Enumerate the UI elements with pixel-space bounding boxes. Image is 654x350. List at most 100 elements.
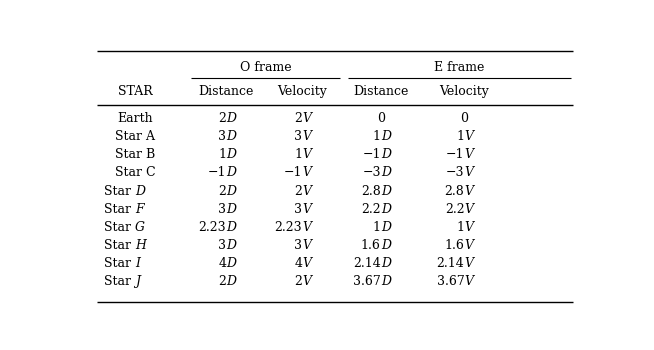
Text: 3.67: 3.67: [353, 275, 381, 288]
Text: 2.2: 2.2: [361, 203, 381, 216]
Text: V: V: [464, 130, 473, 143]
Text: D: D: [381, 275, 391, 288]
Text: V: V: [302, 112, 311, 125]
Text: V: V: [464, 275, 473, 288]
Text: E frame: E frame: [434, 61, 485, 74]
Text: V: V: [302, 275, 311, 288]
Text: 2: 2: [294, 275, 302, 288]
Text: 2: 2: [294, 112, 302, 125]
Text: −3: −3: [362, 167, 381, 180]
Text: V: V: [464, 167, 473, 180]
Text: V: V: [302, 130, 311, 143]
Text: D: D: [135, 184, 145, 197]
Text: STAR: STAR: [118, 85, 152, 98]
Text: V: V: [302, 167, 311, 180]
Text: 1: 1: [456, 220, 464, 234]
Text: 3: 3: [218, 203, 226, 216]
Text: −1: −1: [284, 167, 302, 180]
Text: −1: −1: [446, 148, 464, 161]
Text: −1: −1: [362, 148, 381, 161]
Text: 1.6: 1.6: [445, 239, 464, 252]
Text: D: D: [226, 112, 236, 125]
Text: D: D: [226, 130, 236, 143]
Text: Earth: Earth: [117, 112, 153, 125]
Text: 2.23: 2.23: [199, 220, 226, 234]
Text: Distance: Distance: [199, 85, 254, 98]
Text: 1.6: 1.6: [361, 239, 381, 252]
Text: D: D: [226, 257, 236, 270]
Text: D: D: [226, 220, 236, 234]
Text: Star: Star: [104, 275, 135, 288]
Text: 4: 4: [294, 257, 302, 270]
Text: 3: 3: [294, 203, 302, 216]
Text: Star: Star: [104, 239, 135, 252]
Text: Star C: Star C: [114, 167, 155, 180]
Text: V: V: [464, 239, 473, 252]
Text: V: V: [302, 184, 311, 197]
Text: 3.67: 3.67: [437, 275, 464, 288]
Text: V: V: [464, 148, 473, 161]
Text: 1: 1: [373, 220, 381, 234]
Text: Star B: Star B: [115, 148, 155, 161]
Text: 2: 2: [218, 184, 226, 197]
Text: 2.14: 2.14: [437, 257, 464, 270]
Text: D: D: [381, 130, 391, 143]
Text: 4: 4: [218, 257, 226, 270]
Text: D: D: [381, 148, 391, 161]
Text: V: V: [302, 148, 311, 161]
Text: 3: 3: [218, 130, 226, 143]
Text: D: D: [381, 257, 391, 270]
Text: 3: 3: [294, 239, 302, 252]
Text: Distance: Distance: [353, 85, 409, 98]
Text: Star A: Star A: [115, 130, 155, 143]
Text: Star: Star: [104, 257, 135, 270]
Text: 3: 3: [218, 239, 226, 252]
Text: V: V: [464, 184, 473, 197]
Text: V: V: [302, 220, 311, 234]
Text: Star: Star: [104, 220, 135, 234]
Text: D: D: [226, 184, 236, 197]
Text: D: D: [226, 275, 236, 288]
Text: Velocity: Velocity: [439, 85, 489, 98]
Text: I: I: [135, 257, 140, 270]
Text: J: J: [135, 275, 140, 288]
Text: −3: −3: [446, 167, 464, 180]
Text: O frame: O frame: [239, 61, 291, 74]
Text: D: D: [381, 203, 391, 216]
Text: 0: 0: [460, 112, 468, 125]
Text: 2.8: 2.8: [361, 184, 381, 197]
Text: F: F: [135, 203, 144, 216]
Text: V: V: [302, 239, 311, 252]
Text: D: D: [226, 167, 236, 180]
Text: D: D: [381, 239, 391, 252]
Text: 1: 1: [456, 130, 464, 143]
Text: V: V: [464, 220, 473, 234]
Text: Star: Star: [104, 203, 135, 216]
Text: D: D: [381, 184, 391, 197]
Text: 1: 1: [294, 148, 302, 161]
Text: 1: 1: [373, 130, 381, 143]
Text: 2.8: 2.8: [445, 184, 464, 197]
Text: D: D: [381, 220, 391, 234]
Text: D: D: [226, 239, 236, 252]
Text: 0: 0: [377, 112, 385, 125]
Text: 2: 2: [294, 184, 302, 197]
Text: 2: 2: [218, 275, 226, 288]
Text: 2.23: 2.23: [275, 220, 302, 234]
Text: D: D: [381, 167, 391, 180]
Text: V: V: [464, 203, 473, 216]
Text: 3: 3: [294, 130, 302, 143]
Text: 2.14: 2.14: [353, 257, 381, 270]
Text: V: V: [302, 203, 311, 216]
Text: Star: Star: [104, 184, 135, 197]
Text: Velocity: Velocity: [277, 85, 327, 98]
Text: D: D: [226, 148, 236, 161]
Text: G: G: [135, 220, 145, 234]
Text: V: V: [464, 257, 473, 270]
Text: V: V: [302, 257, 311, 270]
Text: 1: 1: [218, 148, 226, 161]
Text: −1: −1: [208, 167, 226, 180]
Text: H: H: [135, 239, 146, 252]
Text: 2.2: 2.2: [445, 203, 464, 216]
Text: 2: 2: [218, 112, 226, 125]
